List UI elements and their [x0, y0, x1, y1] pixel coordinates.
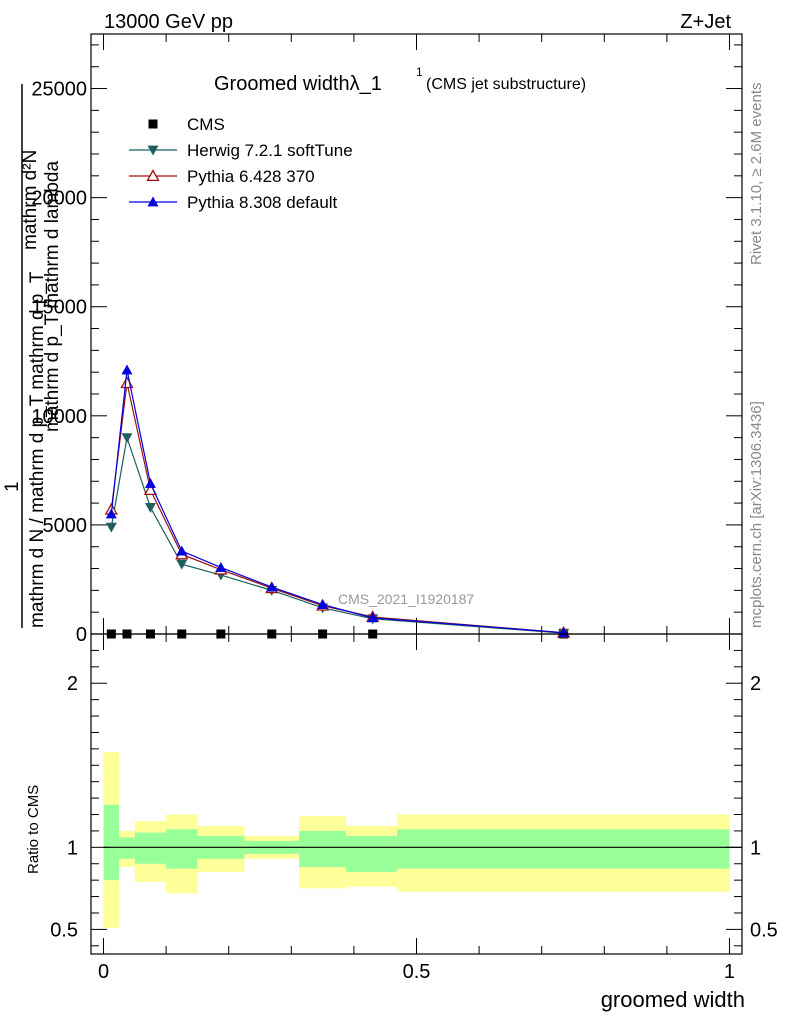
y-tick-label: 15000 [31, 297, 87, 319]
header-process-label: Z+Jet [680, 11, 731, 33]
chart-title: Groomed widthλ_1 [214, 73, 382, 95]
x-tick-label: 0 [98, 961, 109, 983]
y-tick-label: 25000 [31, 79, 87, 101]
ratio-bands [103, 752, 742, 928]
legend-label: Herwig 7.2.1 softTune [187, 141, 353, 160]
main-axis-ticks: 0 5000 10000 15000 20000 25000 [31, 34, 742, 646]
chart-title-superscript: 1 [416, 65, 423, 79]
y-tick-label: 0 [76, 624, 87, 646]
legend-entry: Pythia 6.428 370 [129, 167, 315, 186]
ratio-inner-band [103, 804, 120, 881]
data-point [144, 503, 156, 513]
data-point [105, 522, 117, 533]
data-point [558, 627, 570, 638]
ratio-frame [90, 633, 743, 955]
ratio-y-tick-label: 2 [67, 673, 78, 695]
y-axis-label-numerator: 1 [2, 481, 23, 492]
legend-marker [146, 169, 160, 182]
legend-entry: CMS [148, 115, 225, 134]
ratio-axis-ticks: 0.5 0.5 1 1 2 2 0 0.5 1 [50, 634, 778, 983]
x-tick-label: 1 [724, 961, 735, 983]
ratio-panel: 0.5 0.5 1 1 2 2 0 0.5 1 Ratio to CMS groomed wid… [25, 633, 778, 1012]
ratio-axis-label: Ratio to CMS [25, 785, 42, 874]
data-point [266, 581, 278, 592]
ratio-inner-band [166, 829, 198, 869]
x-axis-label: groomed width [601, 987, 745, 1012]
data-point [105, 508, 117, 519]
legend-entry: Pythia 8.308 default [129, 193, 338, 212]
data-point [317, 599, 329, 609]
y-tick-label: 10000 [31, 406, 87, 428]
data-point [176, 545, 188, 556]
ratio-y-tick-label-right: 1 [750, 837, 761, 859]
ratio-inner-band [396, 829, 730, 869]
ratio-y-tick-label: 0.5 [50, 919, 78, 941]
legend-marker [148, 119, 158, 129]
data-point [121, 364, 133, 375]
legend-marker [147, 145, 159, 156]
x-tick-label: 0.5 [403, 961, 431, 983]
y-axis-label-middle: mathrm d p_T mathrm d lambda [42, 161, 63, 432]
ratio-inner-band [134, 832, 167, 864]
legend-label: Pythia 8.308 default [187, 193, 338, 212]
data-point [176, 559, 188, 570]
ratio-inner-band [119, 837, 135, 859]
header-energy-label: 13000 GeV pp [104, 11, 233, 33]
ratio-inner-band [346, 835, 397, 872]
series-pythia-8-308-default [105, 364, 570, 638]
legend-marker [147, 196, 159, 207]
data-point [121, 433, 133, 444]
main-panel: 0 5000 10000 15000 20000 25000 Groomed widthλ… [2, 33, 743, 646]
ratio-inner-band [299, 830, 347, 868]
analysis-watermark: CMS_2021_I1920187 [338, 591, 474, 607]
legend-label: CMS [187, 115, 225, 134]
ratio-y-tick-label: 1 [67, 837, 78, 859]
legend-entry: Herwig 7.2.1 softTune [129, 141, 353, 160]
rivet-version-label: Rivet 3.1.10, ≥ 2.6M events [748, 83, 765, 266]
ratio-y-tick-label-right: 0.5 [750, 919, 778, 941]
ratio-y-tick-label-right: 2 [750, 673, 761, 695]
y-axis-label-top: mathrm d²N [20, 150, 41, 250]
data-point [144, 477, 156, 488]
data-point [367, 612, 379, 623]
data-point [215, 561, 227, 572]
y-tick-label: 5000 [43, 515, 88, 537]
legend-label: Pythia 6.428 370 [187, 167, 315, 186]
y-tick-label: 20000 [31, 188, 87, 210]
y-axis-label-bottom: mathrm d N / mathrm d p_T mathrm d p_T [27, 271, 48, 628]
mcplots-label: mcplots.cern.ch [arXiv:1306.3436] [748, 401, 765, 628]
legend: CMS Herwig 7.2.1 softTune Pythia 6.428 370… [129, 115, 353, 212]
chart-subtitle: (CMS jet substructure) [426, 76, 586, 93]
